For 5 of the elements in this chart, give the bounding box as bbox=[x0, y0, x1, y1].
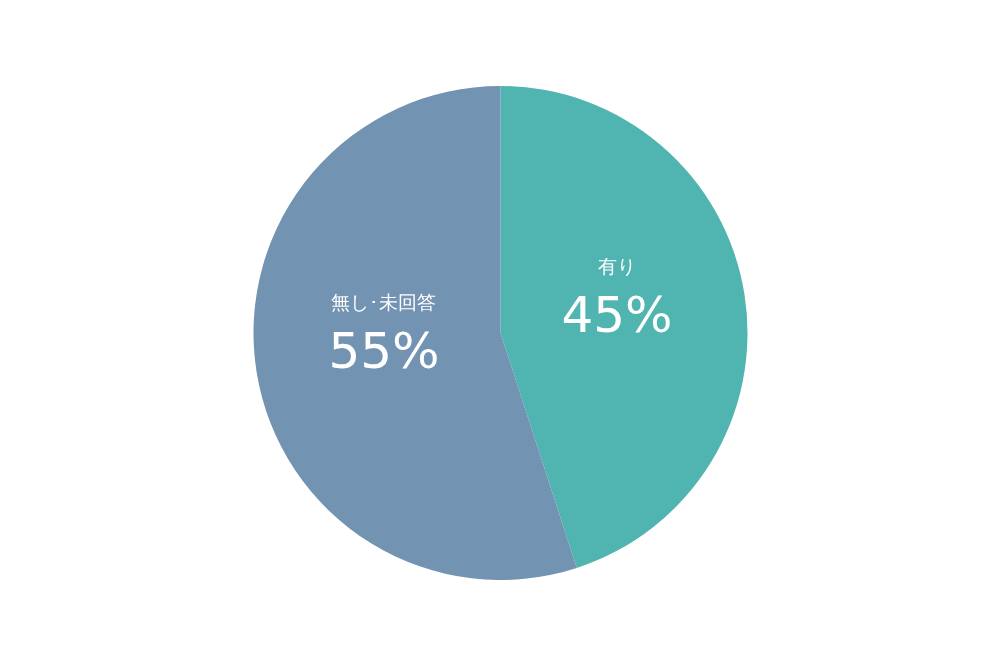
data-label: 55% bbox=[328, 322, 440, 381]
slice-label: 有り bbox=[598, 254, 637, 277]
data-label: 45% bbox=[561, 285, 673, 344]
slice-label: 無し･未回答 bbox=[331, 291, 437, 314]
pie-slice bbox=[500, 86, 748, 568]
